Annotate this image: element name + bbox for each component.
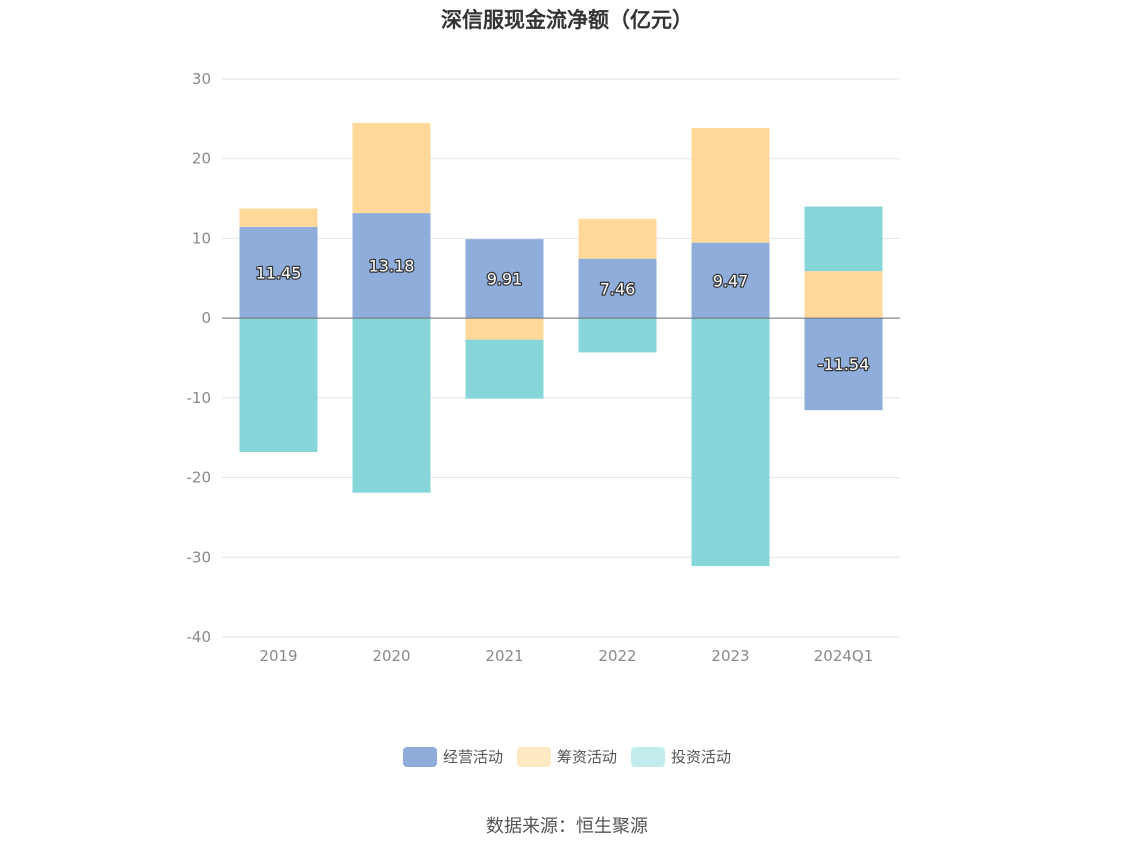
bar-投资活动-2020 xyxy=(352,318,431,493)
y-tick-label-0: 0 xyxy=(201,309,211,327)
data-label-2024Q1: -11.54 xyxy=(818,355,870,374)
legend-label-operating: 经营活动 xyxy=(442,748,503,766)
bar-经营活动-2019 xyxy=(239,226,318,319)
x-tick-label-2019: 2019 xyxy=(259,647,297,665)
bar-投资活动-2019 xyxy=(239,318,318,453)
bar-筹资活动-2023 xyxy=(691,127,770,243)
legend-swatch-financing xyxy=(516,746,551,767)
y-tick-label--30: -30 xyxy=(187,548,212,566)
legend-item-financing[interactable]: 筹资活动 xyxy=(516,746,617,767)
label-layer: 11.45 13.18 9.91 7.46 9.47 -11.54 xyxy=(254,255,870,375)
y-tick-label-30: 30 xyxy=(192,70,211,88)
bar-经营活动-2024Q1 xyxy=(804,318,883,411)
legend-item-operating[interactable]: 经营活动 xyxy=(402,746,503,767)
x-tick-label-2021: 2021 xyxy=(485,647,523,665)
data-label-2022: 7.46 xyxy=(600,279,636,298)
bar-筹资活动-2022 xyxy=(578,218,657,259)
y-tick-label-20: 20 xyxy=(192,150,211,168)
bar-筹资活动-2021 xyxy=(465,318,544,340)
data-label-2020: 13.18 xyxy=(369,257,415,276)
bar-经营活动-2022 xyxy=(578,258,657,319)
chart-title: 深信服现金流净额（亿元） xyxy=(441,8,693,32)
bar-投资活动-2023 xyxy=(691,318,770,567)
bar-筹资活动-2024Q1 xyxy=(804,271,883,319)
bar-经营活动-2021 xyxy=(465,239,544,319)
data-label-2023: 9.47 xyxy=(713,271,749,290)
data-label-2019: 11.45 xyxy=(256,264,302,283)
chart-area: 30 20 10 0 -10 -20 -30 -40 2019 2020 2021 2022 2023 2… xyxy=(187,70,900,665)
data-source: 数据来源：恒生聚源 xyxy=(486,816,648,837)
data-label-2021: 9.91 xyxy=(487,270,523,289)
x-tick-label-2023: 2023 xyxy=(711,647,749,665)
y-tick-label--20: -20 xyxy=(187,469,212,487)
legend-swatch-investing xyxy=(631,746,665,767)
y-tick-label--40: -40 xyxy=(187,628,212,646)
y-tick-label-10: 10 xyxy=(192,229,211,247)
x-tick-label-2020: 2020 xyxy=(372,647,410,665)
bar-经营活动-2023 xyxy=(691,242,770,319)
legend-item-investing[interactable]: 投资活动 xyxy=(631,746,731,767)
y-tick-label--10: -10 xyxy=(187,389,212,407)
legend-swatch-operating xyxy=(402,746,437,767)
legend-label-financing: 筹资活动 xyxy=(556,748,617,766)
legend-label-investing: 投资活动 xyxy=(671,748,732,766)
x-tick-label-2022: 2022 xyxy=(598,647,636,665)
bar-投资活动-2022 xyxy=(578,318,657,353)
x-tick-label-2024Q1: 2024Q1 xyxy=(814,647,874,665)
bar-经营活动-2020 xyxy=(352,213,431,319)
bar-筹资活动-2020 xyxy=(352,123,431,214)
legend: 经营活动 筹资活动 投资活动 xyxy=(0,746,1134,767)
bar-筹资活动-2019 xyxy=(239,208,318,227)
bar-layer xyxy=(222,123,900,567)
bar-投资活动-2024Q1 xyxy=(804,206,883,272)
bar-投资活动-2021 xyxy=(465,339,544,399)
